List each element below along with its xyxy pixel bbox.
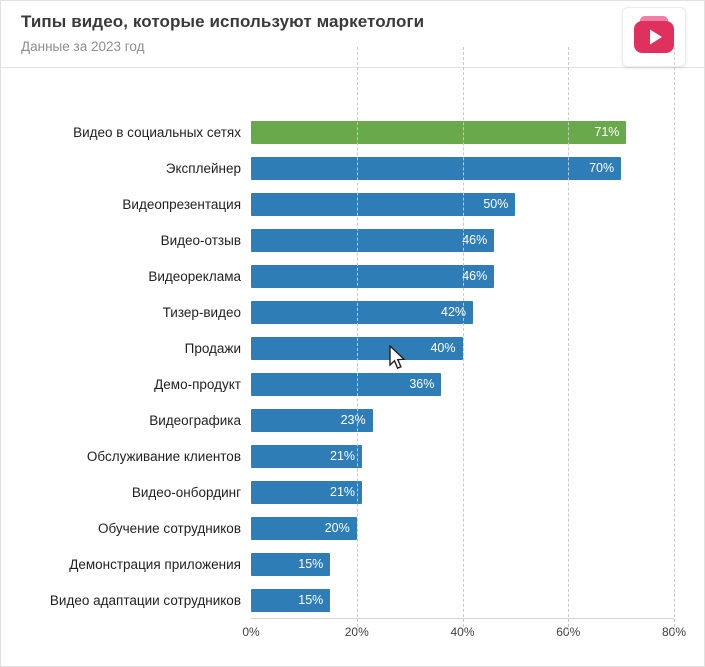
bar[interactable]: 15% [251, 552, 331, 576]
bar[interactable]: 70% [251, 156, 622, 180]
chart-row: Продажи 40% [9, 330, 674, 366]
category-label: Эксплейнер [165, 160, 241, 176]
bar-track: 36% [251, 372, 674, 396]
bar-track: 46% [251, 228, 674, 252]
x-tick-label: 20% [344, 625, 369, 639]
video-play-icon [633, 15, 675, 60]
bar-value-label: 21% [330, 485, 356, 499]
chart-row: Обучение сотрудников 20% [9, 510, 674, 546]
bar[interactable]: 21% [251, 480, 363, 504]
category-label: Видео адаптации сотрудников [49, 592, 241, 608]
bar[interactable]: 46% [251, 228, 495, 252]
bar-track: 42% [251, 300, 674, 324]
bar-track: 21% [251, 444, 674, 468]
chart-row: Видео-отзыв 46% [9, 222, 674, 258]
bar-value-label: 46% [462, 269, 488, 283]
bar-track: 21% [251, 480, 674, 504]
bar[interactable]: 50% [251, 192, 516, 216]
chart-row: Видеографика 23% [9, 402, 674, 438]
bar-value-label: 21% [330, 449, 356, 463]
category-label: Видеореклама [148, 268, 241, 284]
bar-track: 40% [251, 336, 674, 360]
bar[interactable]: 15% [251, 588, 331, 612]
page-title: Типы видео, которые используют маркетоло… [21, 12, 425, 31]
bar[interactable]: 40% [251, 336, 463, 360]
bar-value-label: 71% [594, 125, 620, 139]
bar-value-label: 20% [324, 521, 350, 535]
bar-value-label: 15% [298, 593, 324, 607]
x-tick-label: 0% [242, 625, 260, 639]
x-tick-label: 40% [450, 625, 475, 639]
bar-track: 15% [251, 588, 674, 612]
category-label: Обучение сотрудников [97, 520, 241, 536]
bar-track: 46% [251, 264, 674, 288]
bar-chart: Видео в социальных сетях 71% Эксплейнер 70%… [1, 68, 704, 653]
bar[interactable]: 36% [251, 372, 442, 396]
bar[interactable]: 23% [251, 408, 373, 432]
logo [622, 7, 686, 67]
bar-value-label: 40% [430, 341, 456, 355]
chart-row: Обслуживание клиентов 21% [9, 438, 674, 474]
bar-value-label: 70% [589, 161, 615, 175]
bar-value-label: 36% [409, 377, 435, 391]
category-label: Видео-отзыв [160, 232, 241, 248]
category-label: Обслуживание клиентов [86, 448, 241, 464]
chart-row: Тизер-видео 42% [9, 294, 674, 330]
category-label: Демо-продукт [154, 376, 241, 392]
bar-value-label: 15% [298, 557, 324, 571]
bar-track: 20% [251, 516, 674, 540]
bar-track: 50% [251, 192, 674, 216]
header: Типы видео, которые используют маркетоло… [1, 1, 704, 68]
category-label: Видеографика [149, 412, 241, 428]
bar[interactable]: 46% [251, 264, 495, 288]
chart-row: Видеопрезентация 50% [9, 186, 674, 222]
x-axis: 0% 20% 40% 60% 80% [242, 618, 686, 643]
x-tick-label: 60% [556, 625, 581, 639]
chart-row: Видео в социальных сетях 71% [9, 114, 674, 150]
bar-value-label: 46% [462, 233, 488, 247]
bar-track: 23% [251, 408, 674, 432]
chart-row: Демонстрация приложения 15% [9, 546, 674, 582]
chart-row: Демо-продукт 36% [9, 366, 674, 402]
chart-row: Видеореклама 46% [9, 258, 674, 294]
x-tick-label: 80% [661, 625, 687, 639]
bar-value-label: 42% [441, 305, 467, 319]
category-label: Продажи [184, 340, 241, 356]
bar[interactable]: 21% [251, 444, 363, 468]
bar-rows: Видео в социальных сетях 71% Эксплейнер 70%… [9, 114, 674, 618]
bar-track: 71% [251, 120, 674, 144]
bar[interactable]: 20% [251, 516, 357, 540]
chart-row: Видео адаптации сотрудников 15% [9, 582, 674, 618]
bar-track: 70% [251, 156, 674, 180]
category-label: Демонстрация приложения [69, 556, 241, 572]
bar-track: 15% [251, 552, 674, 576]
bar-value-label: 23% [340, 413, 366, 427]
chart-row: Эксплейнер 70% [9, 150, 674, 186]
category-label: Видео-онбординг [131, 484, 241, 500]
page-subtitle: Данные за 2023 год [21, 39, 145, 54]
category-label: Тизер-видео [162, 304, 241, 320]
chart-row: Видео-онбординг 21% [9, 474, 674, 510]
bar[interactable]: 71% [251, 120, 627, 144]
bar[interactable]: 42% [251, 300, 474, 324]
category-label: Видео в социальных сетях [73, 124, 241, 140]
bar-value-label: 50% [483, 197, 509, 211]
category-label: Видеопрезентация [122, 196, 241, 212]
